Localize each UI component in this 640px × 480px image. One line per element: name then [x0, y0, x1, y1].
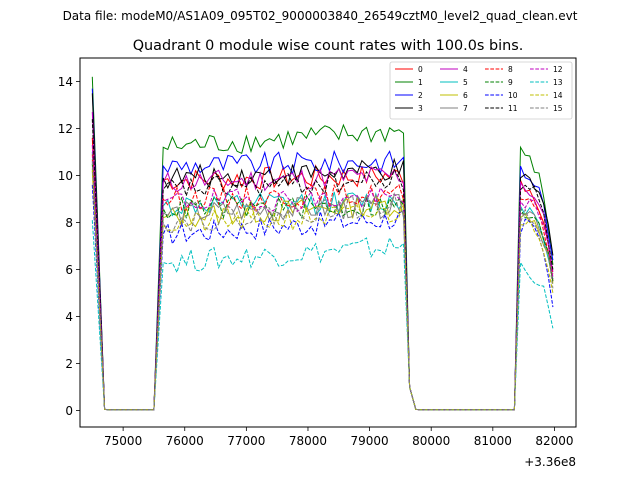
- x-axis: 75000 76000 77000 78000 79000 80000 81000 82000: [104, 427, 574, 448]
- legend-label-10: 10: [508, 91, 518, 100]
- x-tick-label: 79000: [350, 434, 388, 448]
- legend-label-11: 11: [508, 104, 518, 113]
- legend-label-0: 0: [418, 65, 423, 74]
- x-tick-label: 75000: [104, 434, 142, 448]
- series-line-14: [91, 168, 554, 411]
- x-tick-label: 81000: [474, 434, 512, 448]
- legend-label-9: 9: [508, 78, 513, 87]
- legend-label-8: 8: [508, 65, 513, 74]
- y-tick-label: 0: [65, 404, 73, 418]
- plot-frame: [79, 57, 577, 428]
- legend-label-7: 7: [463, 104, 468, 113]
- legend-label-2: 2: [418, 91, 423, 100]
- legend-label-4: 4: [463, 65, 468, 74]
- legend-label-12: 12: [553, 65, 563, 74]
- x-tick-label: 80000: [412, 434, 450, 448]
- legend-label-15: 15: [553, 104, 563, 113]
- chart-title: Quadrant 0 module wise count rates with …: [133, 38, 524, 54]
- legend-label-3: 3: [418, 104, 423, 113]
- x-tick-label: 82000: [535, 434, 573, 448]
- y-tick-label: 10: [58, 169, 73, 183]
- legend-label-13: 13: [553, 78, 563, 87]
- legend-frame: [389, 61, 573, 120]
- y-tick-label: 6: [65, 263, 73, 277]
- y-axis: 0 2 4 6 8 10 12 14: [58, 75, 80, 418]
- legend-label-14: 14: [553, 91, 563, 100]
- series-line-13: [91, 220, 554, 411]
- x-tick-label: 77000: [227, 434, 265, 448]
- chart-suptitle: Data file: modeM0/AS1A09_095T02_90000038…: [63, 9, 578, 23]
- legend-label-5: 5: [463, 78, 468, 87]
- x-tick-label: 76000: [166, 434, 204, 448]
- x-tick-label: 78000: [289, 434, 327, 448]
- x-offset-label: +3.36e8: [524, 455, 576, 469]
- legend-label-6: 6: [463, 91, 468, 100]
- y-tick-label: 14: [58, 75, 73, 89]
- y-tick-label: 8: [65, 216, 73, 230]
- y-tick-label: 12: [58, 122, 73, 136]
- y-tick-label: 4: [65, 310, 73, 324]
- legend-label-1: 1: [418, 78, 423, 87]
- series-layer: [91, 76, 554, 411]
- y-tick-label: 2: [65, 357, 73, 371]
- series-line-15: [91, 161, 554, 411]
